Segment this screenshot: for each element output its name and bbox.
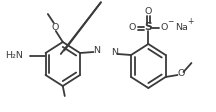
Text: O: O [129, 23, 136, 32]
Text: methoxy: methoxy [0, 111, 1, 112]
Text: O: O [160, 23, 168, 32]
Text: −: − [167, 17, 173, 26]
Text: N: N [111, 48, 118, 56]
Text: H₂N: H₂N [5, 51, 23, 59]
Text: S: S [145, 22, 152, 32]
Text: Na: Na [175, 22, 188, 31]
Text: O: O [145, 7, 152, 16]
Text: O: O [51, 22, 59, 31]
Text: +: + [187, 16, 193, 25]
Text: O: O [178, 68, 185, 77]
Text: N: N [93, 46, 100, 55]
